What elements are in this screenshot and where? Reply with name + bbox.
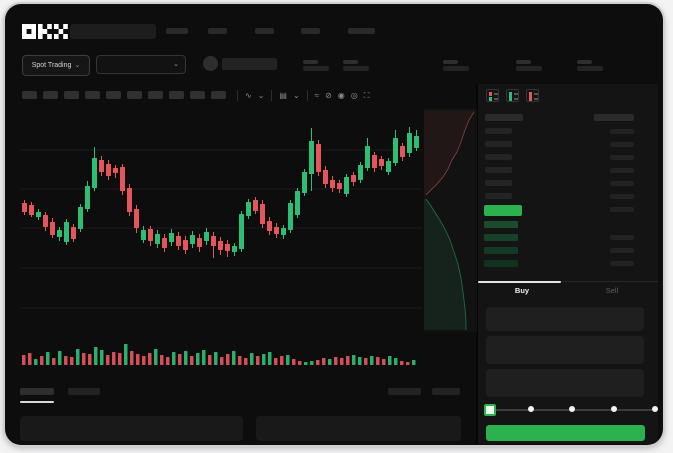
- search-input[interactable]: [70, 24, 156, 39]
- chart-type-icon[interactable]: ▤: [279, 91, 287, 100]
- ask-row-amount: [610, 141, 634, 147]
- buy-submit-button[interactable]: [486, 425, 645, 441]
- bottom-tab-active-indicator: [20, 401, 54, 403]
- bottom-tab-1[interactable]: [20, 388, 54, 395]
- spot-trading-label: Spot Trading: [31, 62, 72, 69]
- coin-avatar: [203, 56, 218, 71]
- ask-row-amount: [610, 180, 634, 186]
- ask-row-price[interactable]: [485, 141, 512, 147]
- stat-value-1: [303, 66, 329, 71]
- slider-step-dot-2[interactable]: [569, 406, 575, 412]
- pair-name-placeholder: [222, 58, 277, 70]
- slider-step-dot-1[interactable]: [527, 406, 534, 412]
- chevron-down-icon: ⌄: [74, 62, 81, 69]
- chevron-down-icon[interactable]: ⌄: [292, 91, 300, 100]
- chart-toolbar-button-8[interactable]: [169, 91, 184, 99]
- last-price-amount: [610, 207, 634, 212]
- stat-label-5: [577, 60, 592, 64]
- stat-label-3: [443, 60, 458, 64]
- interval-wave-icon[interactable]: ∿: [245, 91, 252, 100]
- amount-input[interactable]: [486, 336, 644, 364]
- trade-tabs: Buy Sell: [478, 281, 658, 303]
- tab-indicator-track: [478, 281, 658, 282]
- bid-row-price[interactable]: [484, 234, 518, 241]
- spot-trading-selector[interactable]: Spot Trading ⌄: [22, 55, 90, 76]
- ask-row-price[interactable]: [485, 180, 512, 186]
- bid-row-amount: [610, 235, 634, 240]
- chart-toolbar-button-9[interactable]: [190, 91, 205, 99]
- ask-row-price[interactable]: [485, 128, 512, 134]
- chart-toolbar-button-2[interactable]: [43, 91, 58, 99]
- total-input[interactable]: [486, 369, 644, 397]
- chevron-down-icon: ⌄: [173, 61, 179, 68]
- orderbook-view-toggle: [486, 89, 539, 102]
- stat-label-4: [516, 60, 531, 64]
- orderbook-header-price: [485, 114, 523, 121]
- bottom-tab-2[interactable]: [68, 388, 100, 395]
- active-tab-indicator: [478, 281, 561, 283]
- nav-item-2[interactable]: [208, 28, 227, 34]
- stat-value-3: [443, 66, 469, 71]
- nav-item-1[interactable]: [166, 28, 188, 34]
- chevron-down-icon[interactable]: ⌄: [257, 91, 265, 100]
- bottom-action-1[interactable]: [388, 388, 421, 395]
- price-chart[interactable]: [5, 4, 663, 445]
- okx-logo: [22, 24, 68, 39]
- ask-row-amount: [610, 193, 634, 199]
- tab-sell[interactable]: Sell: [605, 286, 619, 295]
- chart-toolbar-button-3[interactable]: [64, 91, 79, 99]
- ask-row-price[interactable]: [485, 193, 512, 199]
- indicators-icon[interactable]: ≈: [314, 91, 320, 100]
- stat-label-1: [303, 60, 318, 64]
- stat-value-5: [577, 66, 603, 71]
- bottom-action-2[interactable]: [432, 388, 460, 395]
- app-screen: Spot Trading ⌄ ⌄ ∿ ⌄ ▤ ⌄ ≈ ⊘ ◉ ◎ ⛶: [5, 4, 663, 445]
- toolbar-divider: [271, 90, 273, 101]
- settings-gear-icon[interactable]: ◎: [350, 91, 358, 100]
- bottom-panel-right: [256, 416, 461, 441]
- ask-row-price[interactable]: [485, 167, 512, 173]
- price-input[interactable]: [486, 307, 644, 331]
- orderbook-asks-icon[interactable]: [526, 89, 539, 102]
- chart-toolbar-button-7[interactable]: [148, 91, 163, 99]
- ask-row-amount: [610, 154, 634, 160]
- draw-tools-icon[interactable]: ⊘: [325, 91, 332, 100]
- chart-toolbar-icons: ∿ ⌄ ▤ ⌄ ≈ ⊘ ◉ ◎ ⛶: [233, 89, 372, 102]
- fullscreen-icon[interactable]: ⛶: [363, 91, 370, 100]
- bid-row-price[interactable]: [484, 260, 518, 267]
- nav-item-3[interactable]: [255, 28, 274, 34]
- amount-slider-handle[interactable]: [484, 404, 496, 416]
- last-price-badge[interactable]: [484, 205, 522, 216]
- ask-row-price[interactable]: [485, 154, 512, 160]
- camera-icon[interactable]: ◉: [337, 91, 345, 100]
- ask-row-amount: [610, 128, 634, 134]
- device-frame: Spot Trading ⌄ ⌄ ∿ ⌄ ▤ ⌄ ≈ ⊘ ◉ ◎ ⛶: [5, 4, 663, 445]
- tab-buy[interactable]: Buy: [514, 286, 530, 295]
- bid-row-price[interactable]: [484, 221, 518, 228]
- orderbook-combined-icon[interactable]: [486, 89, 499, 102]
- pair-dropdown[interactable]: ⌄: [96, 55, 186, 74]
- orderbook-header-amount: [594, 114, 634, 121]
- chart-toolbar-button-4[interactable]: [85, 91, 100, 99]
- ask-row-amount: [610, 167, 634, 173]
- chart-toolbar-button-5[interactable]: [106, 91, 121, 99]
- orderbook-bids-icon[interactable]: [506, 89, 519, 102]
- stat-label-2: [343, 60, 358, 64]
- stat-value-4: [516, 66, 542, 71]
- slider-step-dot-3[interactable]: [610, 406, 617, 412]
- chart-toolbar-button-1[interactable]: [22, 91, 37, 99]
- toolbar-divider: [306, 90, 308, 101]
- nav-item-4[interactable]: [301, 28, 320, 34]
- bid-row-amount: [610, 261, 634, 266]
- chart-toolbar-button-6[interactable]: [127, 91, 142, 99]
- toolbar-divider: [237, 90, 238, 101]
- slider-step-dot-4[interactable]: [652, 406, 658, 412]
- nav-item-5[interactable]: [348, 28, 375, 34]
- bid-row-price[interactable]: [484, 247, 518, 254]
- stat-value-2: [343, 66, 369, 71]
- chart-toolbar-button-10[interactable]: [211, 91, 226, 99]
- bid-row-amount: [610, 248, 634, 253]
- bottom-panel-left: [20, 416, 243, 441]
